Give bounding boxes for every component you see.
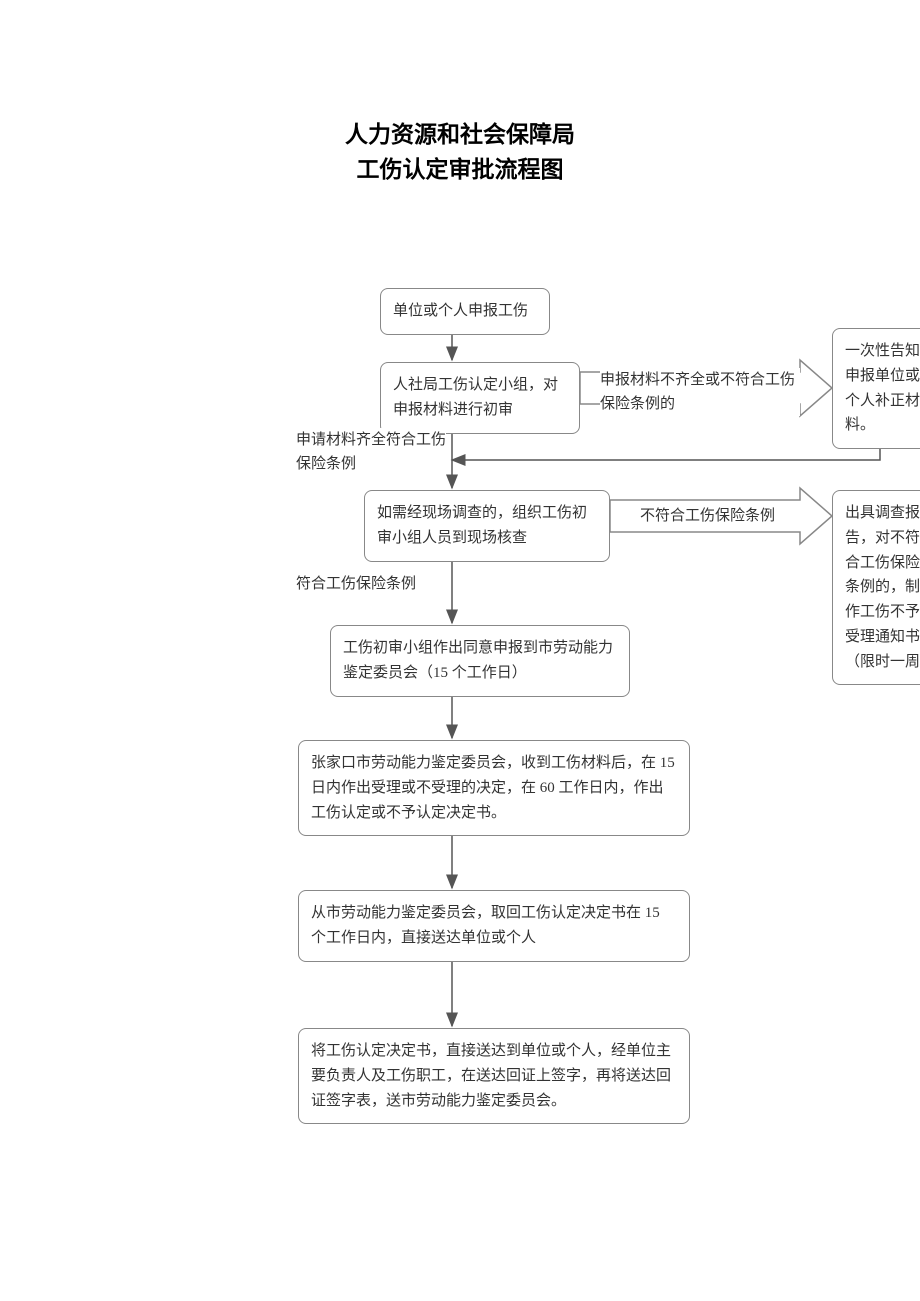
node-delivery-receipt: 将工伤认定决定书，直接送达到单位或个人，经单位主要负责人及工伤职工，在送达回证上… bbox=[298, 1028, 690, 1124]
node-initial-review: 人社局工伤认定小组，对申报材料进行初审 bbox=[380, 362, 580, 434]
label-not-compliant: 不符合工伤保险条例 bbox=[640, 504, 800, 528]
node-retrieve-decision: 从市劳动能力鉴定委员会，取回工伤认定决定书在 15 个工作日内，直接送达单位或个… bbox=[298, 890, 690, 962]
node-submit-to-committee: 工伤初审小组作出同意申报到市劳动能力鉴定委员会（15 个工作日） bbox=[330, 625, 630, 697]
node-onsite-investigation: 如需经现场调查的，组织工伤初审小组人员到现场核查 bbox=[364, 490, 610, 562]
label-materials-complete: 申请材料齐全符合工伤保险条例 bbox=[296, 428, 446, 476]
node-supplement-materials: 一次性告知申报单位或个人补正材料。 bbox=[832, 328, 920, 449]
node-committee-decision: 张家口市劳动能力鉴定委员会，收到工伤材料后，在 15 日内作出受理或不受理的决定… bbox=[298, 740, 690, 836]
label-compliant: 符合工伤保险条例 bbox=[296, 572, 446, 596]
title-line-1: 人力资源和社会保障局 bbox=[0, 115, 920, 149]
node-apply: 单位或个人申报工伤 bbox=[380, 288, 550, 335]
title-line-2: 工伤认定审批流程图 bbox=[0, 150, 920, 184]
node-rejection-notice: 出具调查报告，对不符合工伤保险条例的，制作工伤不予受理通知书（限时一周） bbox=[832, 490, 920, 685]
label-materials-incomplete: 申报材料不齐全或不符合工伤保险条例的 bbox=[600, 368, 800, 416]
